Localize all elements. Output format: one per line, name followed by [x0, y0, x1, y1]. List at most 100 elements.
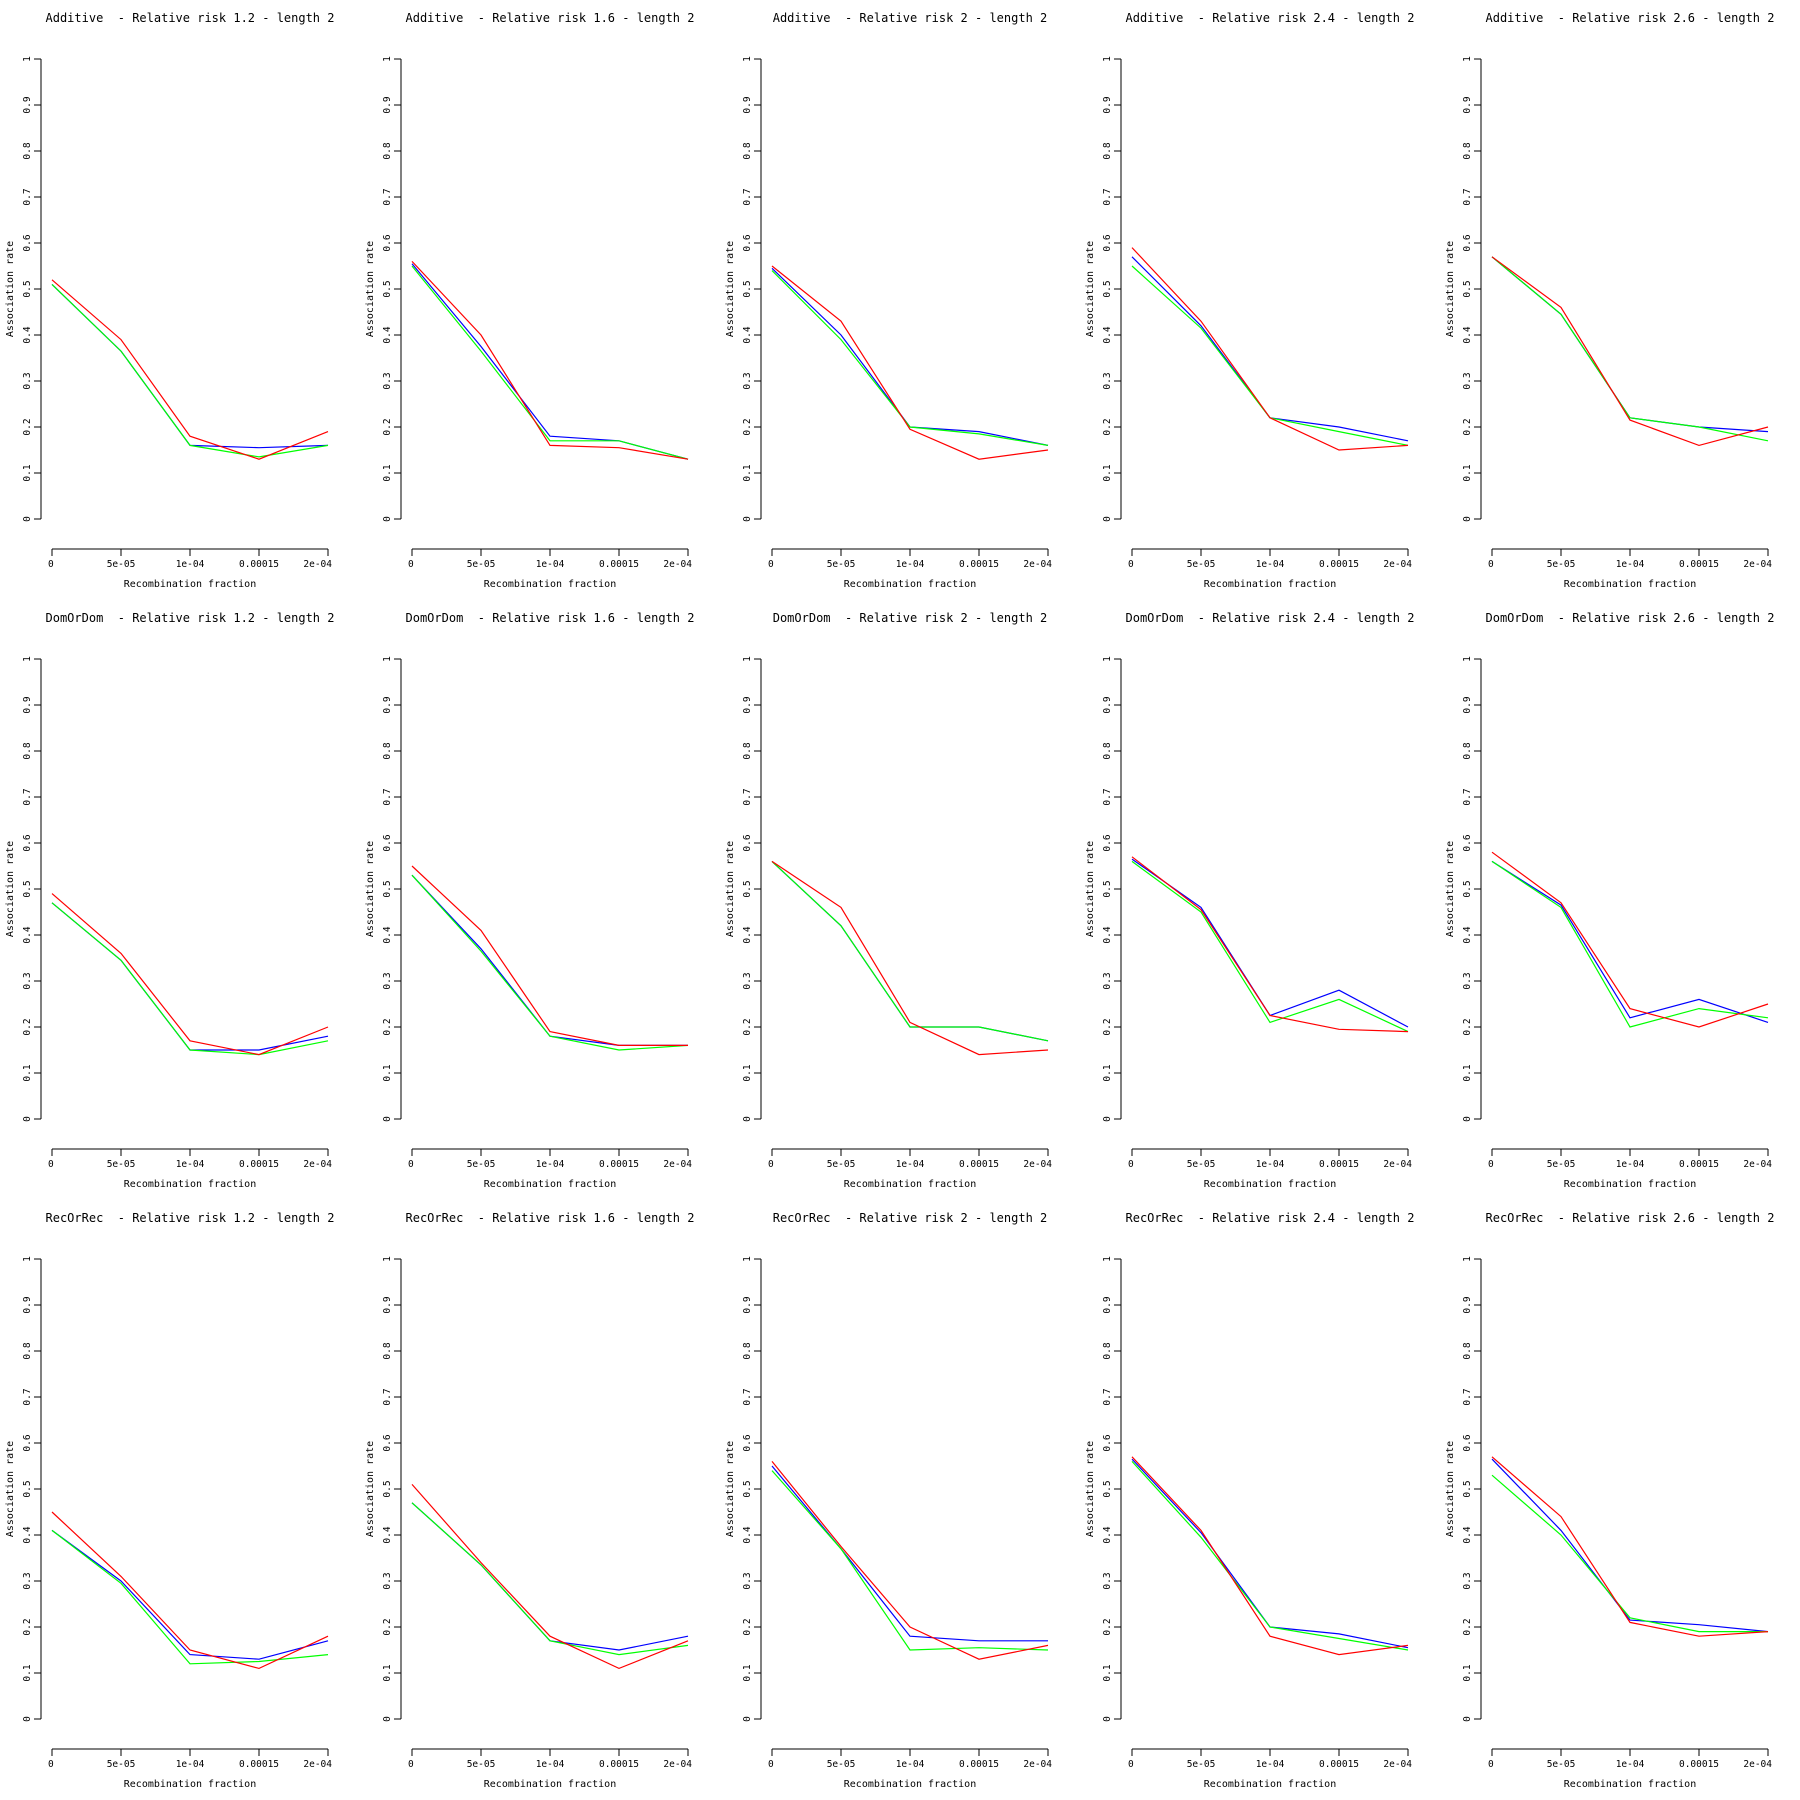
- y-tick-label: 0.4: [742, 326, 753, 343]
- y-tick-label: 0.3: [1102, 1572, 1113, 1589]
- x-tick-label: 5e-05: [107, 559, 136, 570]
- x-tick-label: 5e-05: [827, 1159, 856, 1170]
- y-tick-label: 0.2: [1462, 1018, 1473, 1035]
- x-tick-label: 5e-05: [467, 559, 496, 570]
- y-tick-label: 0.4: [1102, 326, 1113, 343]
- y-tick-label: 1: [1102, 656, 1113, 662]
- y-tick-label: 0.7: [1462, 788, 1473, 805]
- x-tick-label: 2e-04: [1383, 1759, 1412, 1770]
- y-tick-label: 1: [1462, 656, 1473, 662]
- series-line-blue: [1131, 858, 1409, 1028]
- y-tick-label: 0.3: [1102, 372, 1113, 389]
- y-axis-label: Association rate: [1085, 241, 1096, 337]
- x-tick-label: 1e-04: [1256, 1159, 1285, 1170]
- x-tick-label: 1e-04: [1616, 1159, 1645, 1170]
- y-tick-label: 1: [742, 1256, 753, 1262]
- y-tick-label: 1: [1102, 1256, 1113, 1262]
- y-tick-label: 0.4: [382, 326, 393, 343]
- y-axis-label: Association rate: [1085, 1441, 1096, 1537]
- x-axis-label: Recombination fraction: [1204, 1779, 1336, 1790]
- series-line-blue: [411, 874, 688, 1046]
- y-axis-label: Association rate: [5, 841, 16, 937]
- y-tick-label: 0.7: [1462, 188, 1473, 205]
- chart-panel: DomOrDom - Relative risk 1.6 - length 2 0…: [365, 611, 695, 1190]
- y-tick-label: 0: [22, 516, 33, 522]
- y-tick-label: 0.3: [382, 1572, 393, 1589]
- series-line-green: [1491, 1474, 1768, 1633]
- y-axis-label: Association rate: [1085, 841, 1096, 937]
- x-tick-label: 0.00015: [1319, 1759, 1359, 1770]
- series-line-blue: [51, 902, 329, 1051]
- y-tick-label: 0.1: [742, 1664, 753, 1681]
- chart-title: RecOrRec - Relative risk 2 - length 2: [773, 1211, 1048, 1225]
- y-tick-label: 1: [382, 656, 393, 662]
- y-tick-label: 0.9: [1462, 96, 1473, 113]
- y-tick-label: 0.1: [382, 1664, 393, 1681]
- series-line-blue: [51, 283, 329, 449]
- y-tick-label: 0: [22, 1716, 33, 1722]
- x-tick-label: 2e-04: [663, 1159, 692, 1170]
- y-tick-label: 0.2: [22, 1018, 33, 1035]
- chart-title: RecOrRec - Relative risk 1.2 - length 2: [46, 1211, 335, 1225]
- y-tick-label: 0.1: [1462, 464, 1473, 481]
- y-tick-label: 0.5: [382, 280, 393, 297]
- series-line-green: [1131, 265, 1409, 446]
- x-tick-label: 0.00015: [1679, 559, 1719, 570]
- chart-title: DomOrDom - Relative risk 1.6 - length 2: [406, 611, 695, 625]
- y-tick-label: 0.8: [742, 742, 753, 759]
- x-tick-label: 2e-04: [1743, 1159, 1772, 1170]
- y-tick-label: 0.8: [1462, 1342, 1473, 1359]
- chart-title: Additive - Relative risk 1.6 - length 2: [406, 11, 695, 25]
- x-tick-label: 2e-04: [663, 559, 692, 570]
- chart-panel: RecOrRec - Relative risk 1.6 - length 2 0…: [365, 1211, 694, 1790]
- series-line-green: [771, 860, 1049, 1042]
- y-tick-label: 0.9: [22, 696, 33, 713]
- y-tick-label: 0.5: [22, 280, 33, 297]
- x-tick-label: 0: [408, 1759, 414, 1770]
- y-tick-label: 0.1: [22, 464, 33, 481]
- y-tick-label: 0.6: [382, 834, 393, 851]
- x-tick-label: 1e-04: [536, 1159, 565, 1170]
- y-tick-label: 0.1: [382, 464, 393, 481]
- y-tick-label: 0.3: [742, 1572, 753, 1589]
- y-tick-label: 0.7: [742, 788, 753, 805]
- series-line-blue: [1491, 256, 1769, 433]
- x-axis-label: Recombination fraction: [484, 579, 616, 590]
- series-line-green: [51, 902, 329, 1056]
- y-tick-label: 0.6: [742, 834, 753, 851]
- y-tick-label: 0.5: [742, 1480, 753, 1497]
- series-line-green: [1491, 256, 1769, 442]
- x-tick-label: 5e-05: [1187, 1159, 1216, 1170]
- x-tick-label: 0: [1128, 1759, 1134, 1770]
- x-axis-label: Recombination fraction: [844, 1779, 976, 1790]
- y-tick-label: 0.2: [22, 418, 33, 435]
- y-tick-label: 0.1: [22, 1064, 33, 1081]
- y-tick-label: 0.1: [742, 464, 753, 481]
- y-tick-label: 0.4: [1102, 1526, 1113, 1543]
- x-tick-label: 5e-05: [1547, 1759, 1576, 1770]
- x-axis-label: Recombination fraction: [124, 1779, 256, 1790]
- y-axis-label: Association rate: [725, 841, 736, 937]
- y-tick-label: 0.4: [22, 926, 33, 943]
- x-axis-label: Recombination fraction: [844, 1179, 976, 1190]
- y-tick-label: 0: [1462, 1116, 1473, 1122]
- x-tick-label: 1e-04: [896, 1759, 925, 1770]
- y-tick-label: 0: [1102, 516, 1113, 522]
- x-tick-label: 0.00015: [239, 559, 279, 570]
- series-line-blue: [1131, 1458, 1409, 1649]
- chart-panel: Additive - Relative risk 2 - length 2 0 0.…: [725, 11, 1052, 590]
- x-tick-label: 1e-04: [1616, 1759, 1645, 1770]
- x-tick-label: 2e-04: [1383, 1159, 1412, 1170]
- y-tick-label: 0.5: [1462, 1480, 1473, 1497]
- y-tick-label: 0.1: [1102, 1664, 1113, 1681]
- series-line-red: [771, 860, 1049, 1056]
- x-tick-label: 5e-05: [467, 1759, 496, 1770]
- chart-panel: DomOrDom - Relative risk 2 - length 2 0 0.…: [725, 611, 1052, 1190]
- chart-title: Additive - Relative risk 2.4 - length 2: [1126, 11, 1415, 25]
- x-tick-label: 0: [408, 559, 414, 570]
- x-tick-label: 2e-04: [1743, 1759, 1772, 1770]
- y-axis-label: Association rate: [725, 241, 736, 337]
- chart-panel: DomOrDom - Relative risk 2.6 - length 2 0…: [1445, 611, 1774, 1190]
- y-tick-label: 0.2: [742, 1018, 753, 1035]
- y-tick-label: 0.7: [742, 188, 753, 205]
